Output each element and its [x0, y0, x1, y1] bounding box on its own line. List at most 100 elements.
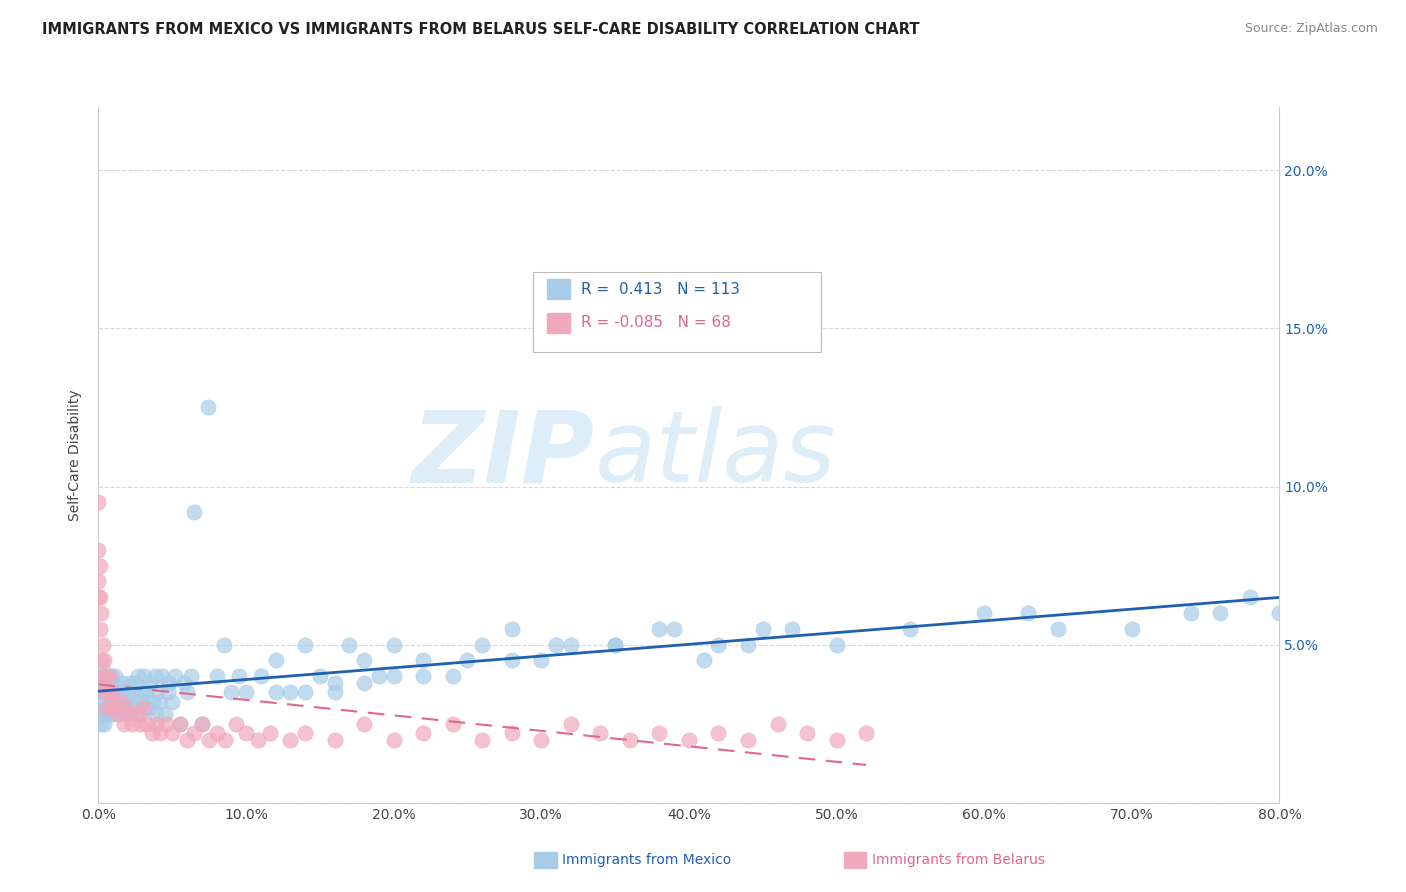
Point	[91, 663, 114, 677]
Point	[121, 716, 143, 731]
Text: ZIP: ZIP	[412, 407, 595, 503]
Point	[96, 685, 118, 699]
Point	[142, 695, 165, 709]
Point	[117, 695, 139, 709]
Point	[89, 701, 111, 715]
Point	[94, 669, 117, 683]
Point	[323, 732, 346, 747]
Point	[98, 701, 121, 715]
Point	[96, 701, 118, 715]
Point	[1017, 606, 1039, 620]
Point	[796, 726, 818, 740]
Point	[176, 732, 198, 747]
Point	[225, 716, 247, 731]
Point	[278, 685, 302, 699]
Point	[707, 638, 730, 652]
Point	[162, 695, 183, 709]
Point	[294, 726, 316, 740]
Point	[111, 675, 134, 690]
Point	[471, 638, 494, 652]
Point	[93, 685, 115, 699]
Point	[87, 574, 110, 589]
Point	[93, 691, 115, 706]
Point	[382, 669, 405, 683]
Point	[751, 622, 773, 636]
Point	[136, 716, 159, 731]
Point	[87, 495, 110, 509]
Point	[94, 701, 117, 715]
Text: IMMIGRANTS FROM MEXICO VS IMMIGRANTS FROM BELARUS SELF-CARE DISABILITY CORRELATI: IMMIGRANTS FROM MEXICO VS IMMIGRANTS FRO…	[42, 22, 920, 37]
Point	[228, 669, 250, 683]
Point	[353, 675, 375, 690]
Point	[382, 732, 405, 747]
Point	[1268, 606, 1291, 620]
Point	[89, 591, 111, 605]
Point	[235, 726, 257, 740]
Point	[264, 685, 287, 699]
Point	[97, 707, 120, 722]
Point	[214, 732, 236, 747]
Point	[91, 669, 114, 683]
Point	[1180, 606, 1202, 620]
Point	[169, 716, 191, 731]
Point	[259, 726, 281, 740]
Point	[782, 622, 804, 636]
Point	[115, 685, 138, 699]
Point	[103, 707, 125, 722]
Point	[111, 707, 134, 722]
Point	[294, 638, 316, 652]
Point	[128, 707, 150, 722]
Point	[125, 695, 148, 709]
Point	[91, 685, 114, 699]
Point	[107, 695, 129, 709]
Point	[127, 669, 149, 683]
Point	[825, 638, 848, 652]
Point	[121, 701, 143, 715]
Point	[353, 653, 375, 667]
Point	[546, 638, 568, 652]
Point	[1209, 606, 1232, 620]
Point	[135, 685, 157, 699]
Point	[94, 707, 117, 722]
Point	[441, 716, 464, 731]
Point	[89, 675, 111, 690]
Point	[145, 707, 167, 722]
Point	[737, 732, 759, 747]
Point	[100, 701, 122, 715]
Point	[105, 685, 128, 699]
Point	[90, 653, 112, 667]
Point	[141, 726, 163, 740]
Point	[115, 701, 138, 715]
Point	[91, 707, 114, 722]
Point	[353, 716, 375, 731]
Point	[157, 675, 180, 690]
Point	[156, 685, 179, 699]
Text: Immigrants from Belarus: Immigrants from Belarus	[872, 853, 1045, 867]
Point	[456, 653, 478, 667]
Point	[145, 716, 167, 731]
Point	[368, 669, 391, 683]
Point	[98, 685, 121, 699]
Point	[153, 707, 176, 722]
Point	[501, 622, 523, 636]
Point	[103, 685, 125, 699]
Point	[96, 675, 118, 690]
Point	[471, 732, 494, 747]
Point	[110, 695, 132, 709]
Point	[180, 669, 202, 683]
Point	[235, 685, 257, 699]
Text: Source: ZipAtlas.com: Source: ZipAtlas.com	[1244, 22, 1378, 36]
Point	[198, 732, 221, 747]
Point	[87, 591, 110, 605]
Point	[97, 685, 120, 699]
Point	[382, 638, 405, 652]
Point	[155, 716, 177, 731]
Point	[1046, 622, 1069, 636]
Point	[278, 732, 302, 747]
Point	[412, 669, 434, 683]
Point	[110, 685, 132, 699]
Point	[87, 542, 110, 557]
Point	[250, 669, 273, 683]
Text: R = -0.085   N = 68: R = -0.085 N = 68	[581, 316, 731, 330]
Point	[212, 638, 235, 652]
